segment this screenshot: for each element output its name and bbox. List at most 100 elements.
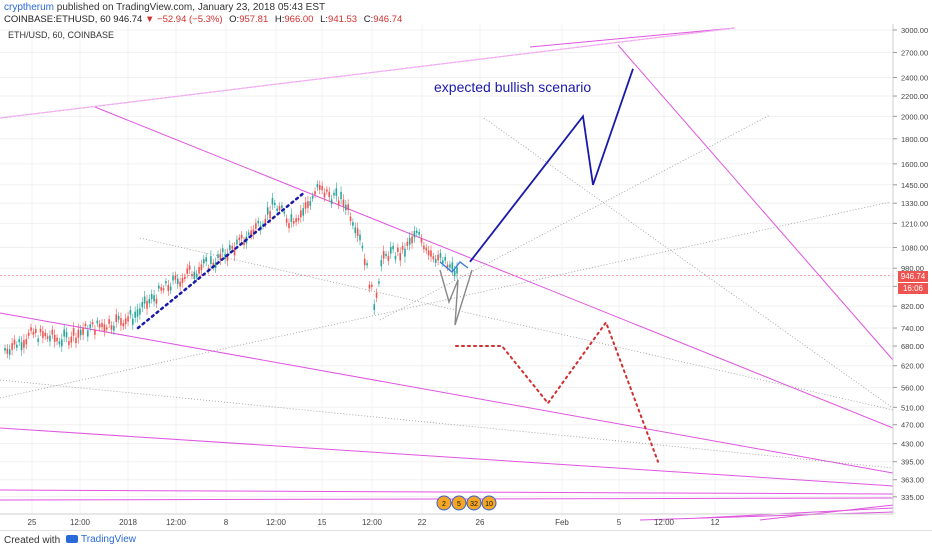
candle-body — [188, 265, 191, 270]
event-badge-label: 32 — [470, 501, 478, 508]
candle-body — [408, 237, 411, 245]
candle-body — [285, 218, 288, 223]
candle-body — [250, 230, 252, 236]
candle-body — [276, 208, 278, 211]
y-tick-label: 510.00 — [901, 403, 924, 412]
candle-body — [326, 189, 328, 192]
candle-body — [6, 348, 9, 354]
y-tick-label: 2400.00 — [901, 74, 928, 83]
candle-body — [274, 202, 276, 205]
x-tick-label: 12 — [711, 518, 720, 527]
candle-body — [352, 222, 354, 226]
candle-body — [186, 268, 189, 274]
candle-body — [39, 328, 42, 333]
candle-body — [212, 262, 215, 267]
candle-body — [382, 251, 385, 259]
candle-body — [214, 262, 217, 269]
event-badge[interactable] — [466, 495, 482, 511]
candle-body — [18, 339, 20, 343]
x-tick-label: 25 — [28, 518, 37, 527]
candle-body — [172, 276, 174, 281]
event-badge-label: 10 — [485, 501, 493, 508]
candle-body — [269, 211, 271, 219]
support-dotted-line — [0, 201, 891, 399]
candle-body — [198, 267, 200, 274]
candle-body — [143, 296, 146, 304]
candle-body — [316, 184, 319, 188]
y-tick-label: 335.00 — [901, 493, 924, 502]
candle-body — [314, 191, 316, 195]
x-tick-label: 12:00 — [70, 518, 91, 527]
brand-label: TradingView — [81, 534, 137, 545]
candle-body — [34, 328, 37, 333]
candle-body — [302, 208, 304, 216]
candle-body — [203, 259, 205, 264]
candle-body — [191, 274, 193, 277]
candle-body — [77, 329, 80, 338]
candle-body — [148, 298, 151, 304]
price-chart[interactable]: 3000.00 2700.00 2400.00 2200.00 2000.00 1800.… — [0, 24, 932, 530]
candle-body — [347, 204, 349, 211]
fan-line — [617, 44, 894, 361]
candle-body — [103, 324, 106, 332]
candle-body — [342, 199, 345, 207]
published-text: published on TradingView.com, January 23… — [56, 2, 326, 13]
tradingview-link[interactable]: TradingView — [66, 534, 136, 545]
candle-body — [68, 341, 70, 346]
event-badge-label: 2 — [442, 501, 446, 508]
candle-body — [292, 221, 295, 224]
candle-body — [453, 270, 456, 277]
candle-body — [4, 347, 6, 351]
candle-body — [430, 250, 432, 257]
event-badges[interactable]: 2 5 32 10 — [436, 495, 497, 511]
event-badge[interactable] — [436, 495, 452, 511]
candle-body — [158, 285, 160, 289]
uptrend-dotted-line — [136, 190, 307, 330]
fan-line — [0, 489, 894, 495]
candle-body — [451, 262, 454, 270]
y-tick-label: 740.00 — [901, 324, 924, 333]
candle-body — [160, 287, 162, 291]
candle-body — [359, 234, 361, 241]
candle-body — [432, 256, 435, 260]
candle-body — [335, 188, 338, 196]
candle-body — [247, 232, 250, 235]
candle-body — [122, 323, 125, 327]
event-badge[interactable] — [451, 495, 467, 511]
symbol-line: COINBASE:ETHUSD, 60 — [4, 14, 111, 25]
candle-body — [113, 325, 115, 331]
fan-line — [759, 504, 894, 521]
candle-body — [397, 247, 399, 252]
candle-body — [174, 275, 177, 280]
time-axis[interactable]: 25 12:00 2018 12:00 8 12:00 15 12:00 22 26 Feb 5 12:… — [28, 518, 720, 527]
candle-body — [181, 277, 184, 283]
candle-body — [328, 191, 331, 198]
candle-body — [366, 263, 368, 266]
tradingview-logo-icon — [66, 535, 78, 544]
candle-body — [221, 248, 224, 253]
fan-line — [529, 27, 736, 48]
last-price: 946.74 — [113, 14, 143, 25]
candle-body — [91, 322, 94, 325]
candle-body — [82, 328, 84, 335]
y-tick-label: 2000.00 — [901, 112, 928, 121]
candle-body — [236, 239, 238, 245]
last-price-tag: 946.74 — [898, 271, 928, 282]
candle-body — [108, 319, 110, 324]
fan-line — [639, 511, 894, 521]
x-tick-label: 5 — [617, 518, 622, 527]
x-tick-label: 12:00 — [654, 518, 675, 527]
candle-body — [132, 318, 134, 325]
event-badge[interactable] — [481, 495, 497, 511]
y-tick-label: 1600.00 — [901, 160, 928, 169]
candle-body — [444, 257, 446, 261]
candle-body — [56, 337, 58, 342]
author-link[interactable]: cryptherum — [4, 2, 55, 13]
candle-body — [238, 237, 241, 241]
candle-body — [307, 201, 309, 208]
ohlc-line: COINBASE:ETHUSD, 60 946.74 ▼ −52.94 (−5.… — [4, 14, 402, 25]
fan-line — [0, 427, 894, 487]
candle-body — [226, 253, 229, 261]
candle-body — [23, 340, 25, 348]
candle-body — [155, 298, 158, 304]
